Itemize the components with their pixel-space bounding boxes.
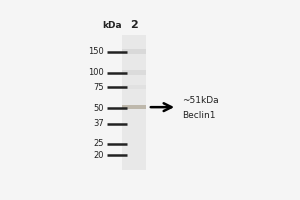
Bar [122,49,146,54]
Text: 2: 2 [130,20,138,30]
Text: 25: 25 [93,139,104,148]
Text: 37: 37 [93,119,104,128]
Bar [122,70,146,75]
Text: kDa: kDa [102,21,122,30]
Text: 50: 50 [93,104,104,113]
Text: 20: 20 [93,151,104,160]
Text: 150: 150 [88,47,104,56]
Text: 75: 75 [93,83,104,92]
Text: Beclin1: Beclin1 [182,111,215,120]
Bar [122,85,146,89]
Text: ~51kDa: ~51kDa [182,96,218,105]
Bar [122,35,146,170]
Text: 100: 100 [88,68,104,77]
Bar [122,105,146,109]
